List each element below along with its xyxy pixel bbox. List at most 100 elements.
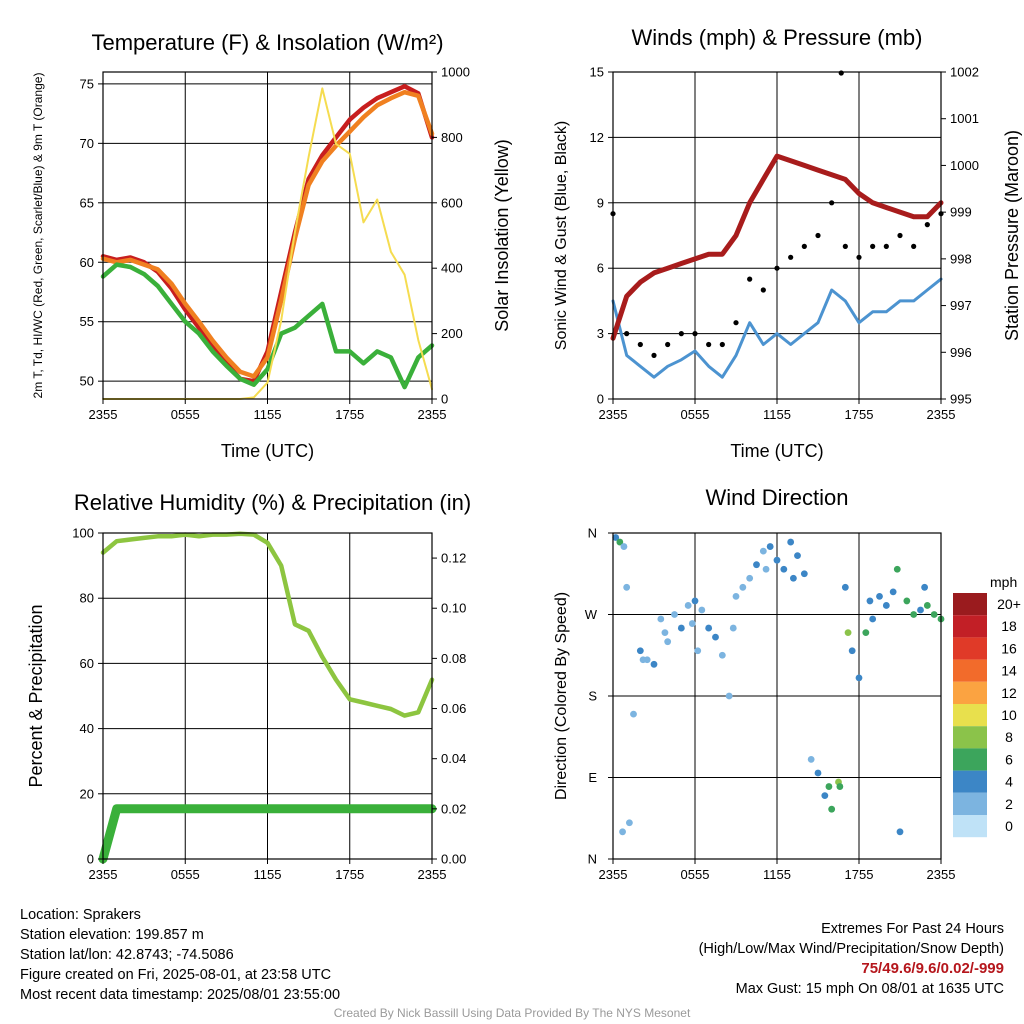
y2-tick-label: 996 (950, 345, 972, 360)
y-tick-label: 0 (597, 392, 604, 407)
legend-swatch (953, 615, 987, 638)
y2-tick-label: 0.06 (441, 701, 466, 716)
gust-point (842, 243, 848, 249)
legend-label: 12 (1001, 685, 1017, 701)
y2-tick-label: 0.08 (441, 651, 466, 666)
x-tick-label: 1755 (335, 867, 364, 882)
gust-point (924, 222, 930, 228)
direction-point (790, 574, 797, 582)
direction-point (650, 660, 658, 668)
elevation-text: Station elevation: 199.857 m (20, 927, 204, 943)
y2-tick-label: 0.10 (441, 601, 466, 616)
x-tick-label: 1755 (845, 407, 874, 422)
legend-label: 10 (1001, 707, 1017, 723)
extremes-panel: Extremes For Past 24 Hours (High/Low/Max… (699, 919, 1004, 999)
y-tick-label: 80 (80, 591, 94, 606)
direction-point (657, 615, 665, 623)
chart-title: Relative Humidity (%) & Precipitation (i… (74, 490, 471, 515)
legend-label: 18 (1001, 618, 1017, 634)
direction-point (866, 597, 874, 605)
y2-tick-label: 0 (441, 392, 448, 407)
y-tick-label: 100 (72, 526, 94, 541)
y2-tick-label: 997 (950, 298, 972, 313)
direction-point (917, 606, 924, 614)
direction-point (677, 624, 685, 632)
y2-tick-label: 0.00 (441, 852, 466, 867)
max-gust-point (838, 70, 844, 76)
y-tick-label: 60 (80, 656, 94, 671)
legend-swatch (953, 770, 987, 793)
legend-label: 0 (1005, 818, 1013, 834)
y-tick-label: S (588, 689, 597, 704)
gust-point (815, 232, 821, 239)
legend-swatch (953, 681, 987, 704)
direction-point (623, 583, 631, 591)
gust-point (665, 341, 671, 348)
y-tick-label: 40 (80, 721, 94, 736)
gust-point (678, 331, 684, 337)
x-tick-label: 0555 (681, 867, 710, 882)
direction-point (923, 602, 931, 609)
gust-point (624, 331, 630, 337)
direction-point (800, 570, 808, 578)
legend-swatch (953, 593, 987, 616)
y-tick-label: E (588, 770, 597, 785)
y-tick-label: 70 (80, 136, 94, 151)
y2-tick-label: 1002 (950, 65, 979, 80)
direction-point (889, 588, 897, 596)
direction-point (698, 606, 706, 614)
y2-tick-label: 1000 (950, 158, 979, 173)
gust-point (651, 352, 657, 358)
direction-point (841, 583, 849, 591)
direction-point (787, 538, 795, 546)
recent-text: Most recent data timestamp: 2025/08/01 2… (20, 987, 341, 1003)
y-tick-label: 65 (80, 195, 94, 210)
direction-point (825, 783, 833, 790)
series-line-precipitation (98, 804, 437, 864)
x-tick-label: 2355 (927, 867, 956, 882)
y-tick-label: 15 (590, 65, 604, 80)
x-tick-label: 0555 (171, 867, 200, 882)
legend-swatch (953, 748, 987, 771)
direction-point (718, 651, 726, 659)
x-tick-label: 1155 (254, 867, 282, 882)
direction-point (921, 583, 928, 591)
gust-point (911, 243, 917, 249)
direction-point (828, 805, 836, 813)
direction-point (612, 534, 620, 541)
legend-label: 6 (1005, 751, 1013, 767)
x-tick-label: 1155 (763, 867, 791, 882)
direction-point (836, 783, 844, 790)
series-line-relative-humidity (100, 531, 435, 718)
x-tick-label: 2355 (89, 407, 118, 422)
direction-point (794, 552, 801, 560)
extremes-subtitle: (High/Low/Max Wind/Precipitation/Snow De… (698, 941, 1004, 957)
credit-text: Created By Nick Bassill Using Data Provi… (333, 1006, 691, 1020)
y-axis-label: Sonic Wind & Gust (Blue, Black) (553, 121, 570, 350)
direction-point (636, 647, 644, 655)
x-tick-label: 1755 (335, 407, 364, 422)
y-tick-label: 9 (597, 195, 604, 210)
direction-point (616, 538, 624, 546)
x-tick-label: 2355 (599, 867, 628, 882)
series-line-td (100, 262, 435, 390)
y2-tick-label: 0.04 (441, 751, 466, 766)
extremes-values: 75/49.6/9.6/0.02/-999 (861, 960, 1004, 977)
y2-tick-label: 400 (441, 261, 463, 276)
gust-point (829, 200, 835, 206)
y2-tick-label: 998 (950, 251, 972, 266)
gust-point (883, 243, 889, 249)
direction-point (739, 583, 747, 591)
direction-point (766, 543, 774, 550)
direction-point (855, 674, 863, 682)
direction-point (896, 828, 904, 836)
direction-point (844, 629, 852, 637)
x-tick-label: 2355 (89, 867, 118, 882)
y-tick-label: 6 (597, 261, 604, 276)
direction-point (626, 819, 633, 827)
speed-legend: mph 20+ 18 16 14 12 10 8 6 4 2 0 (953, 574, 1021, 838)
gust-point (692, 331, 698, 337)
gust-point (897, 232, 903, 239)
x-tick-label: 0555 (171, 407, 200, 422)
direction-point (688, 620, 696, 627)
